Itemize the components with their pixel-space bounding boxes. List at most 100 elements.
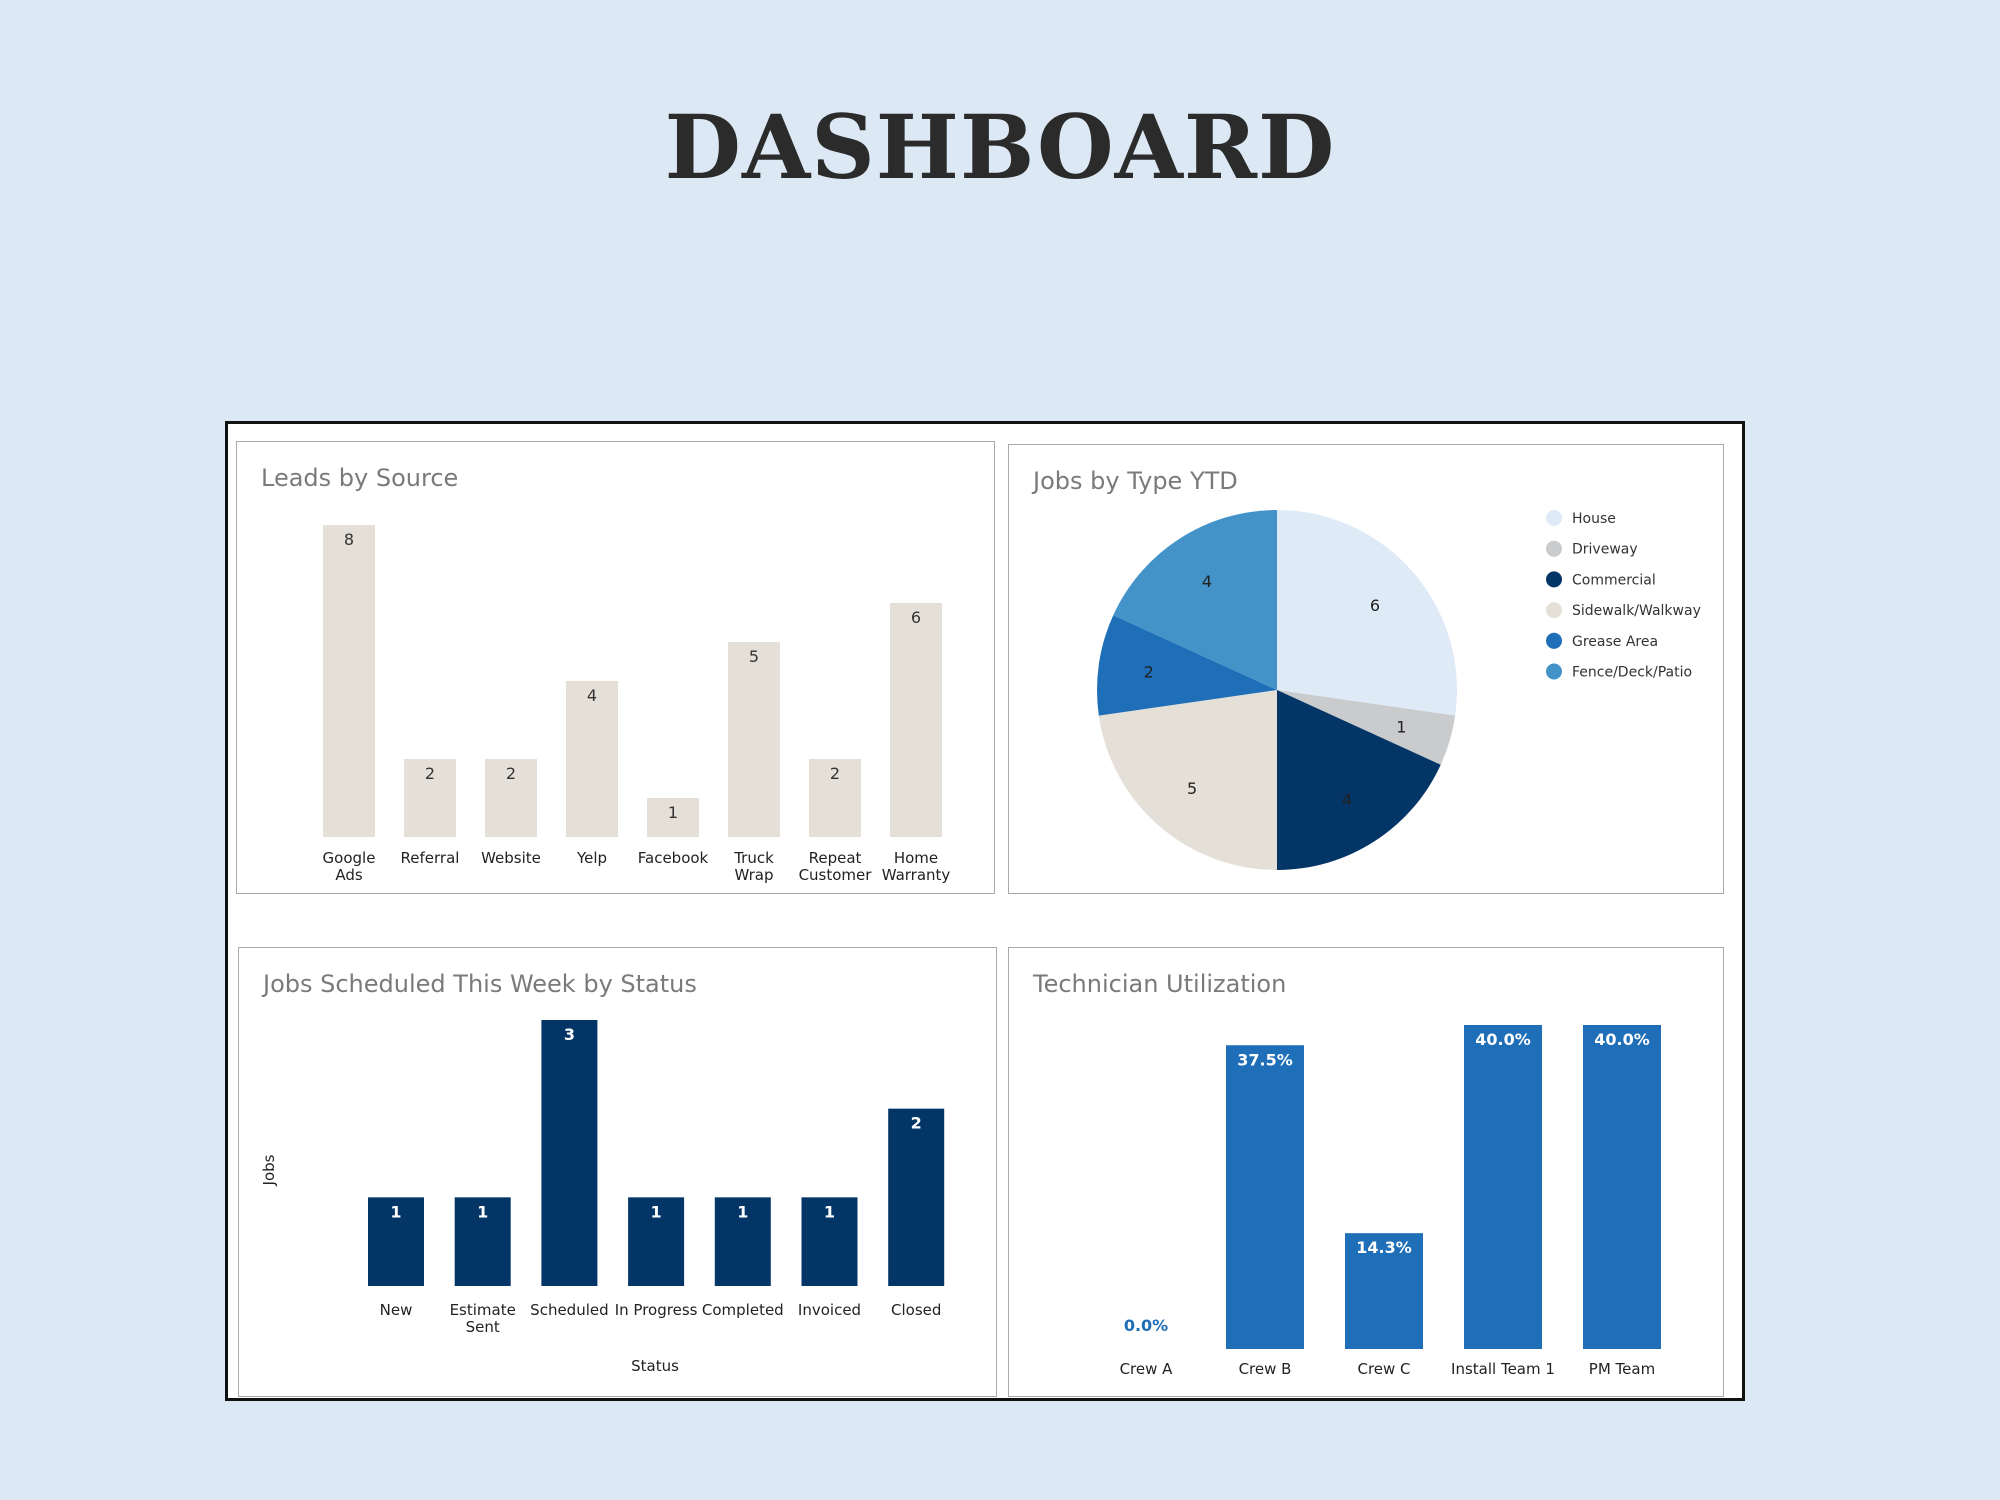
- data-label: 2: [425, 764, 435, 783]
- jobs-type-chart-title: Jobs by Type YTD: [1033, 467, 1238, 495]
- tick-label: Customer: [799, 866, 873, 884]
- slice-label: 6: [1370, 596, 1380, 615]
- tick-label: Completed: [702, 1301, 784, 1319]
- legend-label: Fence/Deck/Patio: [1572, 665, 1692, 681]
- jobs-status-panel: Jobs Scheduled This Week by Status 1 New 1…: [238, 947, 997, 1397]
- leads-by-source-panel: Leads by Source 8 Google Ads 2 Referral 2 Webs…: [236, 441, 995, 894]
- slice-label: 5: [1187, 779, 1197, 798]
- bar: [809, 759, 861, 837]
- tick-label: Truck: [733, 849, 774, 867]
- tick-label: Warranty: [882, 866, 951, 884]
- y-axis-label: Jobs: [260, 1154, 278, 1186]
- dashboard-frame: Leads by Source 8 Google Ads 2 Referral 2 Webs…: [225, 421, 1745, 1401]
- legend-marker: [1546, 663, 1562, 680]
- data-label: 8: [344, 530, 354, 549]
- legend-marker: [1546, 540, 1562, 557]
- data-label: 14.3%: [1356, 1238, 1412, 1257]
- bar: [714, 1197, 771, 1286]
- tick-label: Sent: [466, 1318, 500, 1336]
- tick-label: PM Team: [1589, 1360, 1655, 1378]
- data-label: 0.0%: [1124, 1316, 1168, 1335]
- bar: [323, 525, 375, 837]
- bar: [801, 1197, 858, 1286]
- tick-label: Repeat: [809, 849, 862, 867]
- bar: [728, 642, 780, 837]
- data-label: 1: [390, 1202, 401, 1221]
- data-label: 2: [506, 764, 516, 783]
- jobs-type-pie-chart: 6 1 4 5 2 4 House Driveway Commercial Sidewalk/Wa…: [1097, 510, 1701, 870]
- data-label: 2: [830, 764, 840, 783]
- bar: [1583, 1025, 1661, 1349]
- pie-slice: [1113, 510, 1277, 690]
- tick-label: Facebook: [638, 849, 709, 867]
- bar: [1345, 1233, 1423, 1349]
- tick-label: Crew A: [1120, 1360, 1174, 1378]
- tick-label: Estimate: [450, 1301, 516, 1319]
- tick-label: Yelp: [576, 849, 607, 867]
- bar: [454, 1197, 511, 1286]
- slice-label: 2: [1144, 663, 1154, 682]
- pie-slice: [1098, 690, 1277, 870]
- bar: [541, 1020, 598, 1286]
- page-title: DASHBOARD: [664, 95, 1336, 199]
- x-axis-label: Status: [631, 1357, 679, 1375]
- tick-label: Closed: [891, 1301, 941, 1319]
- jobs-by-type-panel: Jobs by Type YTD 6 1 4 5 2 4 House Driveway Comm…: [1008, 444, 1724, 894]
- legend-label: Commercial: [1572, 572, 1656, 588]
- bar: [890, 603, 942, 837]
- tick-label: Scheduled: [530, 1301, 608, 1319]
- tick-label: Crew C: [1357, 1360, 1410, 1378]
- bar: [1464, 1025, 1542, 1349]
- status-chart-title: Jobs Scheduled This Week by Status: [263, 970, 697, 998]
- legend-label: House: [1572, 511, 1616, 527]
- data-label: 1: [477, 1202, 488, 1221]
- data-label: 40.0%: [1594, 1030, 1650, 1049]
- bar: [888, 1108, 945, 1286]
- data-label: 40.0%: [1475, 1030, 1531, 1049]
- tick-label: Website: [481, 849, 541, 867]
- tick-label: Home: [894, 849, 938, 867]
- bar: [1226, 1045, 1304, 1349]
- data-label: 6: [911, 608, 921, 627]
- bar: [368, 1197, 424, 1286]
- tick-label: Crew B: [1239, 1360, 1292, 1378]
- data-label: 1: [737, 1202, 748, 1221]
- tick-label: Invoiced: [798, 1301, 861, 1319]
- leads-chart-title: Leads by Source: [261, 464, 459, 492]
- tick-label: Ads: [335, 866, 363, 884]
- bar: [566, 681, 618, 837]
- tick-label: Referral: [401, 849, 460, 867]
- tick-label: Google: [323, 849, 376, 867]
- slice-label: 1: [1396, 718, 1406, 737]
- data-label: 1: [668, 803, 678, 822]
- data-label: 4: [587, 686, 597, 705]
- tick-label: Wrap: [734, 866, 773, 884]
- data-label: 3: [564, 1025, 575, 1044]
- bar: [628, 1197, 685, 1286]
- bar: [404, 759, 456, 837]
- data-label: 37.5%: [1237, 1050, 1293, 1069]
- legend-label: Sidewalk/Walkway: [1572, 603, 1701, 619]
- data-label: 1: [824, 1202, 835, 1221]
- pie-slice: [1277, 690, 1456, 765]
- bar: [647, 798, 699, 837]
- utilization-chart-title: Technician Utilization: [1033, 970, 1287, 998]
- bar: [485, 759, 537, 837]
- tick-label: In Progress: [615, 1301, 698, 1319]
- legend-marker: [1546, 510, 1562, 526]
- tick-label: Install Team 1: [1451, 1360, 1555, 1378]
- legend-label: Grease Area: [1572, 634, 1658, 650]
- utilization-bar-chart: 0.0% Crew A 37.5% Crew B 14.3% Crew C 40.0% Ins…: [1120, 1025, 1661, 1378]
- pie-slice: [1277, 690, 1441, 870]
- pie-slice: [1097, 615, 1277, 716]
- slice-label: 4: [1342, 790, 1352, 809]
- legend-label: Driveway: [1572, 542, 1638, 558]
- data-label: 5: [749, 647, 759, 666]
- legend-marker: [1546, 602, 1562, 619]
- data-label: 1: [651, 1202, 662, 1221]
- data-label: 2: [911, 1114, 922, 1133]
- tick-label: New: [380, 1301, 413, 1319]
- legend-marker: [1546, 632, 1562, 649]
